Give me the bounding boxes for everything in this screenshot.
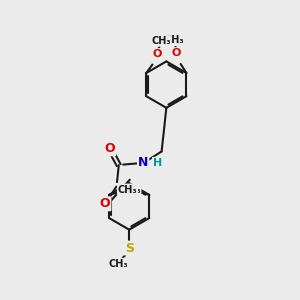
Text: CH₃: CH₃ <box>151 36 171 46</box>
Text: CH₃: CH₃ <box>121 184 141 194</box>
Text: CH₃: CH₃ <box>165 35 184 45</box>
Text: CH₃: CH₃ <box>118 184 137 194</box>
Text: O: O <box>171 48 181 58</box>
Text: O: O <box>100 197 110 210</box>
Text: O: O <box>105 142 115 155</box>
Text: S: S <box>125 242 134 255</box>
Text: H: H <box>153 158 162 168</box>
Text: N: N <box>138 156 148 169</box>
Text: CH₃: CH₃ <box>108 259 128 269</box>
Text: O: O <box>153 49 162 59</box>
